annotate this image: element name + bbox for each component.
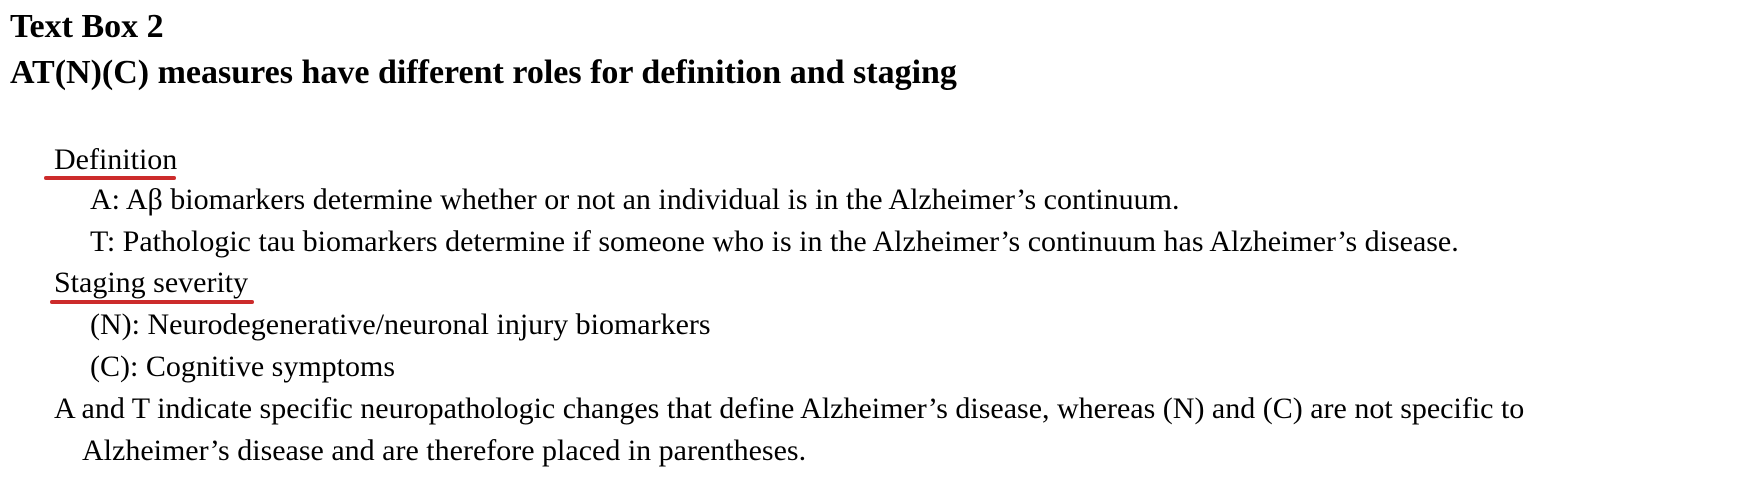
definition-heading: Definition	[54, 143, 178, 176]
staging-heading: Staging severity	[54, 266, 249, 299]
text-box-title: AT(N)(C) measures have different roles f…	[10, 54, 957, 91]
definition-item-t: T: Pathologic tau biomarkers determine i…	[90, 225, 1459, 258]
definition-underline	[44, 176, 176, 180]
staging-underline	[50, 300, 254, 304]
staging-item-n: (N): Neurodegenerative/neuronal injury b…	[90, 308, 711, 341]
staging-item-c: (C): Cognitive symptoms	[90, 350, 396, 383]
summary-line-1: A and T indicate specific neuropathologi…	[54, 392, 1525, 425]
summary-line-2: Alzheimer’s disease and are therefore pl…	[82, 434, 807, 467]
definition-item-a: A: Aβ biomarkers determine whether or no…	[90, 183, 1180, 216]
text-box-label: Text Box 2	[10, 8, 164, 45]
